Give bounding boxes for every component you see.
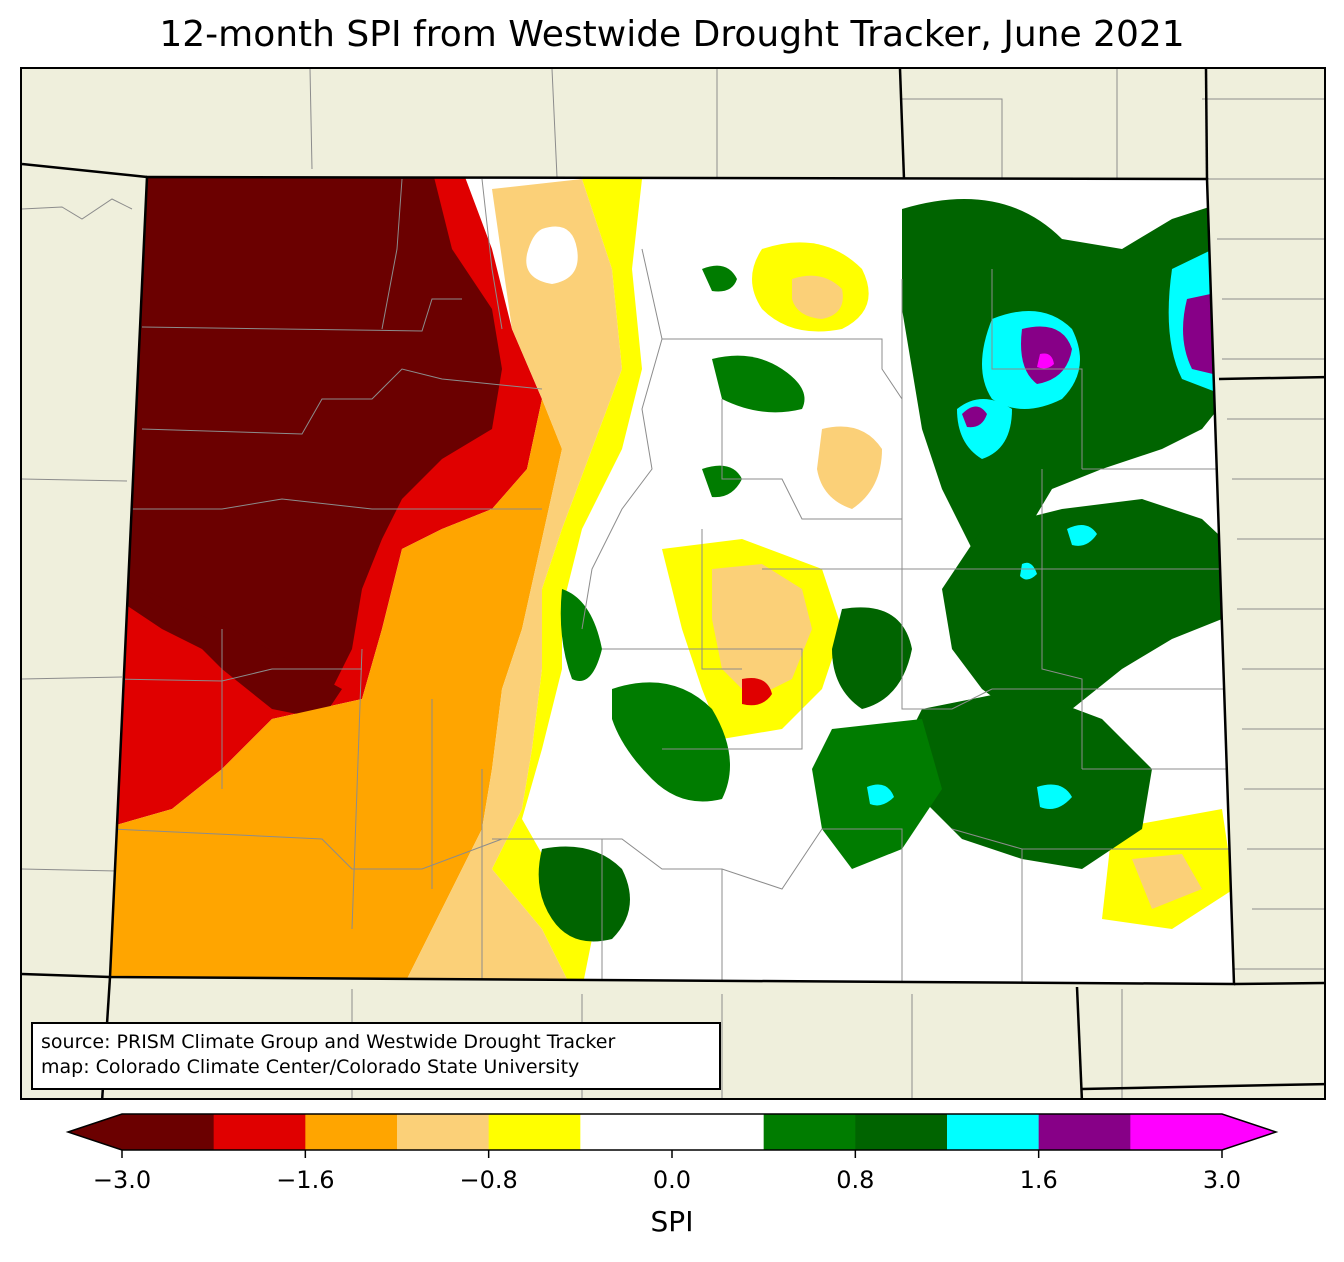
colorbar-tick-label: 0.8	[836, 1166, 875, 1194]
colorbar-segment	[672, 1114, 765, 1150]
colorbar-segment	[947, 1114, 1040, 1150]
source-line: source: PRISM Climate Group and Westwide…	[41, 1031, 616, 1053]
colorbar-tick-label: 0.0	[652, 1166, 692, 1194]
colorbar-segment	[580, 1114, 673, 1150]
map-credit-line: map: Colorado Climate Center/Colorado St…	[41, 1056, 580, 1078]
colorbar-tick-label: −1.6	[276, 1166, 335, 1194]
colorbar	[65, 1113, 1279, 1158]
colorado-county-lines	[111, 178, 1234, 984]
map-frame: source: PRISM Climate Group and Westwide…	[20, 67, 1326, 1100]
colorbar-extend-high	[1222, 1114, 1276, 1150]
colorbar-segment	[305, 1114, 398, 1150]
colorbar-segment	[1130, 1114, 1223, 1150]
colorado-border	[108, 175, 1236, 986]
colorbar-segment	[1038, 1114, 1131, 1150]
spi-map	[22, 69, 1324, 1098]
colorbar-segment	[122, 1114, 215, 1150]
colorbar-segment	[763, 1114, 856, 1150]
colorbar-tick-label: −3.0	[92, 1166, 152, 1194]
source-box: source: PRISM Climate Group and Westwide…	[31, 1022, 721, 1090]
colorbar-tick-label: 1.6	[1019, 1166, 1058, 1194]
colorbar-segment	[397, 1114, 490, 1150]
map-title: 12-month SPI from Westwide Drought Track…	[159, 14, 1185, 55]
colorbar-segment	[213, 1114, 306, 1150]
colorbar-label: SPI	[650, 1205, 694, 1238]
colorbar-tick-label: 3.0	[1202, 1166, 1242, 1194]
colorbar-extend-low	[68, 1114, 122, 1150]
spi-field	[110, 177, 1234, 984]
colorbar-segment	[855, 1114, 948, 1150]
colorbar-segment	[488, 1114, 581, 1150]
colorbar-tick-label: −0.8	[459, 1166, 518, 1194]
